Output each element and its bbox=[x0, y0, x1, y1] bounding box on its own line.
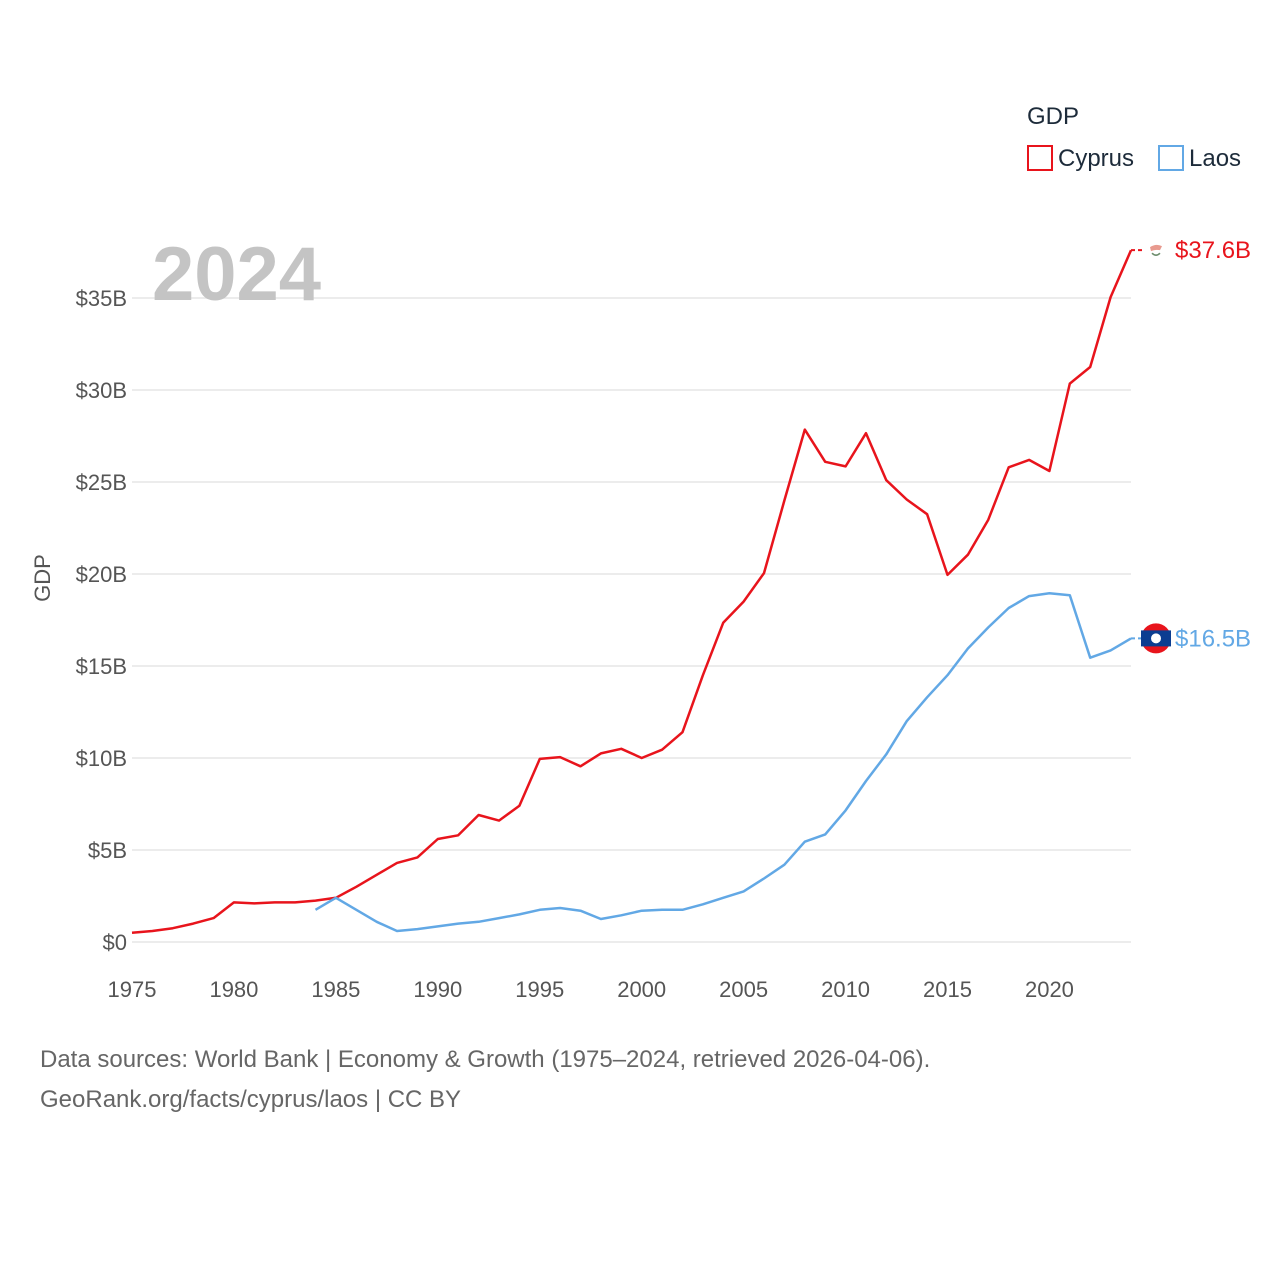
series-lines bbox=[131, 249, 1133, 935]
y-tick-label: $20B bbox=[76, 562, 127, 587]
legend-label-cyprus[interactable]: Cyprus bbox=[1058, 145, 1134, 172]
x-tick-label: 2015 bbox=[923, 977, 972, 1002]
x-tick-label: 1995 bbox=[515, 977, 564, 1002]
x-tick-label: 2020 bbox=[1025, 977, 1074, 1002]
laos-flag-disc bbox=[1151, 633, 1161, 644]
x-axis-ticks: 1975 1980 1985 1990 1995 2000 2005 2010 2015 2020 bbox=[108, 977, 1074, 1002]
x-tick-label: 2010 bbox=[821, 977, 870, 1002]
legend: GDP Cyprus Laos bbox=[1027, 103, 1241, 172]
gridlines bbox=[132, 297, 1131, 943]
x-tick-label: 1975 bbox=[108, 977, 157, 1002]
gdp-line-chart: $0$5B$10B$15B$20B$25B$30B$35B 1975 1980 19… bbox=[30, 103, 1251, 1002]
series-line-cyprus[interactable] bbox=[131, 249, 1133, 935]
cyprus-flag-bg bbox=[1143, 237, 1169, 264]
series-line-laos[interactable] bbox=[314, 592, 1132, 933]
y-tick-label: $5B bbox=[88, 838, 127, 863]
footer-link[interactable]: GeoRank.org/facts/cyprus/laos | CC BY bbox=[40, 1086, 462, 1113]
x-tick-label: 1980 bbox=[209, 977, 258, 1002]
cyprus-flag-icon bbox=[1143, 237, 1169, 264]
y-axis-title: GDP bbox=[30, 554, 55, 602]
y-tick-label: $35B bbox=[76, 286, 127, 311]
year-label: 2024 bbox=[152, 232, 321, 317]
y-tick-label: $0 bbox=[103, 930, 127, 955]
footer-sources: Data sources: World Bank | Economy & Gro… bbox=[40, 1046, 931, 1073]
legend-swatch-cyprus[interactable] bbox=[1027, 145, 1053, 171]
cyprus-flag-island bbox=[1150, 244, 1162, 252]
cyprus-flag-branches bbox=[1151, 252, 1161, 256]
y-tick-label: $10B bbox=[76, 746, 127, 771]
x-tick-label: 1985 bbox=[311, 977, 360, 1002]
x-tick-label: 2000 bbox=[617, 977, 666, 1002]
legend-title: GDP bbox=[1027, 103, 1079, 130]
y-tick-label: $15B bbox=[76, 654, 127, 679]
y-tick-label: $25B bbox=[76, 470, 127, 495]
x-tick-label: 2005 bbox=[719, 977, 768, 1002]
y-axis-ticks: $0 $5B $10B $15B $20B $25B $30B $35B bbox=[76, 286, 127, 955]
footer: Data sources: World Bank | Economy & Gro… bbox=[40, 1040, 930, 1120]
legend-swatch-laos[interactable] bbox=[1158, 145, 1184, 171]
end-label-cyprus: $37.6B bbox=[1175, 237, 1251, 264]
end-markers: $37.6B $16.5B bbox=[1131, 237, 1251, 654]
end-label-laos: $16.5B bbox=[1175, 625, 1251, 652]
laos-flag-icon bbox=[1141, 623, 1171, 654]
x-tick-label: 1990 bbox=[413, 977, 462, 1002]
legend-label-laos[interactable]: Laos bbox=[1189, 145, 1241, 172]
y-tick-label: $30B bbox=[76, 378, 127, 403]
